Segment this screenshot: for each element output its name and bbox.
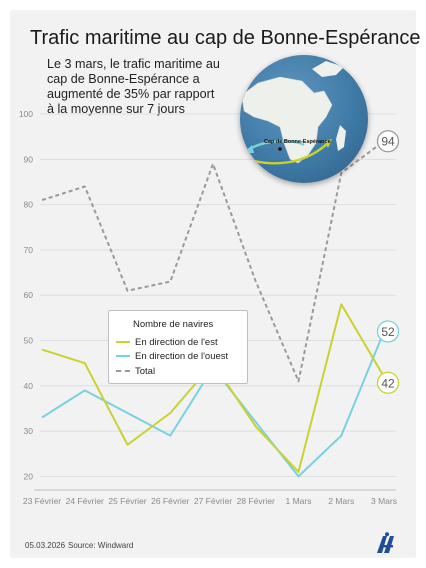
end-label-east: 42 — [381, 376, 395, 390]
x-tick-label: 25 Février — [108, 496, 146, 506]
y-tick-label: 40 — [24, 381, 34, 391]
legend-swatch-west — [116, 355, 130, 357]
legend-swatch-east — [116, 341, 130, 343]
chart-legend: Nombre de navires En direction de l'est … — [108, 310, 248, 384]
x-tick-label: 3 Mars — [371, 496, 397, 506]
chart-title: Trafic maritime au cap de Bonne-Espéranc… — [30, 27, 421, 49]
footer-source: Source: Windward — [68, 541, 134, 550]
end-label-west: 52 — [381, 325, 395, 339]
y-tick-label: 100 — [19, 109, 33, 119]
cape-label: Cap de Bonne-Espérance — [264, 139, 331, 145]
x-tick-label: 1 Mars — [286, 496, 312, 506]
legend-item-east: En direction de l'est — [116, 336, 218, 348]
y-tick-label: 60 — [24, 290, 34, 300]
legend-label-east: En direction de l'est — [135, 336, 218, 348]
legend-title: Nombre de navires — [133, 319, 214, 330]
y-tick-label: 50 — [24, 336, 34, 346]
series-line-total — [41, 140, 385, 383]
x-tick-label: 26 Février — [151, 496, 189, 506]
y-tick-label: 90 — [24, 154, 34, 164]
footer-date: 05.03.2026 — [25, 541, 66, 550]
end-label-badge-west — [376, 320, 400, 343]
legend-label-total: Total — [135, 365, 156, 377]
legend-swatch-total — [116, 370, 130, 372]
legend-item-total: Total — [116, 365, 155, 377]
x-tick-label: 28 Février — [237, 496, 275, 506]
y-tick-label: 30 — [24, 426, 34, 436]
y-tick-label: 70 — [24, 245, 34, 255]
legend-item-west: En direction de l'ouest — [116, 350, 228, 362]
legend-label-west: En direction de l'ouest — [135, 350, 229, 362]
end-label-badge-east — [376, 371, 400, 394]
y-tick-label: 80 — [24, 200, 34, 210]
aa-logo-icon — [377, 532, 394, 553]
africa-map-icon — [241, 61, 346, 165]
end-label-total: 94 — [381, 135, 395, 149]
x-tick-label: 24 Février — [66, 496, 104, 506]
chart-annotation: Le 3 mars, le trafic maritime au cap de … — [47, 57, 220, 116]
y-tick-label: 20 — [24, 471, 34, 481]
x-tick-label: 2 Mars — [328, 496, 354, 506]
x-tick-label: 23 Février — [23, 496, 61, 506]
globe-map — [240, 55, 368, 183]
end-label-badge-total — [376, 130, 400, 153]
x-tick-label: 27 Février — [194, 496, 232, 506]
